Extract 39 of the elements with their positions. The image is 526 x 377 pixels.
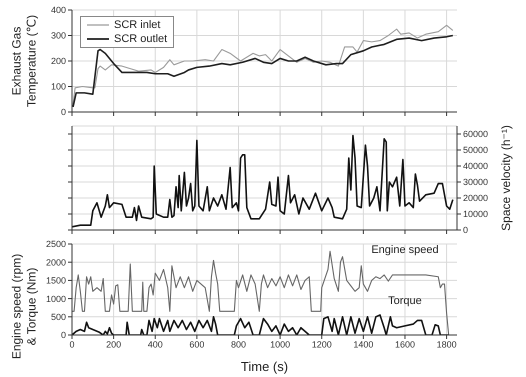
y2-tick-label: 60000: [463, 129, 488, 140]
x-tick-label: 1600: [394, 339, 415, 350]
x-tick-label: 200: [106, 339, 122, 350]
y-tick-label: 0: [60, 330, 66, 340]
y-tick-label: 500: [50, 312, 66, 322]
y-tick-label: 2500: [46, 239, 66, 250]
line-series: [72, 314, 450, 335]
line-series: [72, 134, 454, 228]
y2-axis-title: Space velocity (h⁻¹): [499, 125, 513, 231]
y2-tick-label: 20000: [463, 193, 488, 204]
y2-tick-label: 30000: [463, 177, 488, 188]
line-series: [72, 34, 454, 108]
y-axis-title: Engine speed (rpm) & Torque (Nm): [10, 254, 38, 360]
y-tick-label: 400: [50, 5, 66, 16]
x-tick-label: 800: [230, 339, 246, 350]
y2-tick-label: 40000: [463, 161, 488, 172]
x-tick-label: 400: [148, 339, 163, 350]
legend-label: SCR outlet: [114, 32, 168, 46]
x-tick-label: 1400: [353, 339, 374, 350]
y-tick-label: 2000: [46, 257, 66, 268]
x-tick-label: 0: [69, 339, 75, 350]
series-label: Torque: [388, 294, 422, 307]
y-tick-label: 0: [60, 107, 66, 118]
x-tick-label: 1200: [312, 339, 332, 350]
y-tick-label: 1500: [46, 276, 66, 286]
y-axis-title: Exhaust Gas Temperature (℃): [10, 14, 38, 108]
y-tick-label: 100: [50, 82, 66, 92]
x-tick-label: 1800: [436, 339, 457, 350]
legend-label: SCR inlet: [114, 18, 160, 32]
x-tick-label: 1000: [270, 339, 290, 350]
y2-tick-label: 10000: [463, 209, 488, 220]
y-tick-label: 300: [50, 30, 66, 41]
y-tick-label: 1000: [46, 294, 66, 304]
x-axis-title: Time (s): [240, 359, 288, 374]
y2-tick-label: 50000: [463, 145, 488, 156]
series-label: Engine speed: [371, 244, 439, 256]
x-tick-label: 600: [189, 339, 204, 350]
y2-tick-label: 0: [463, 225, 468, 236]
y-tick-label: 200: [50, 56, 66, 66]
